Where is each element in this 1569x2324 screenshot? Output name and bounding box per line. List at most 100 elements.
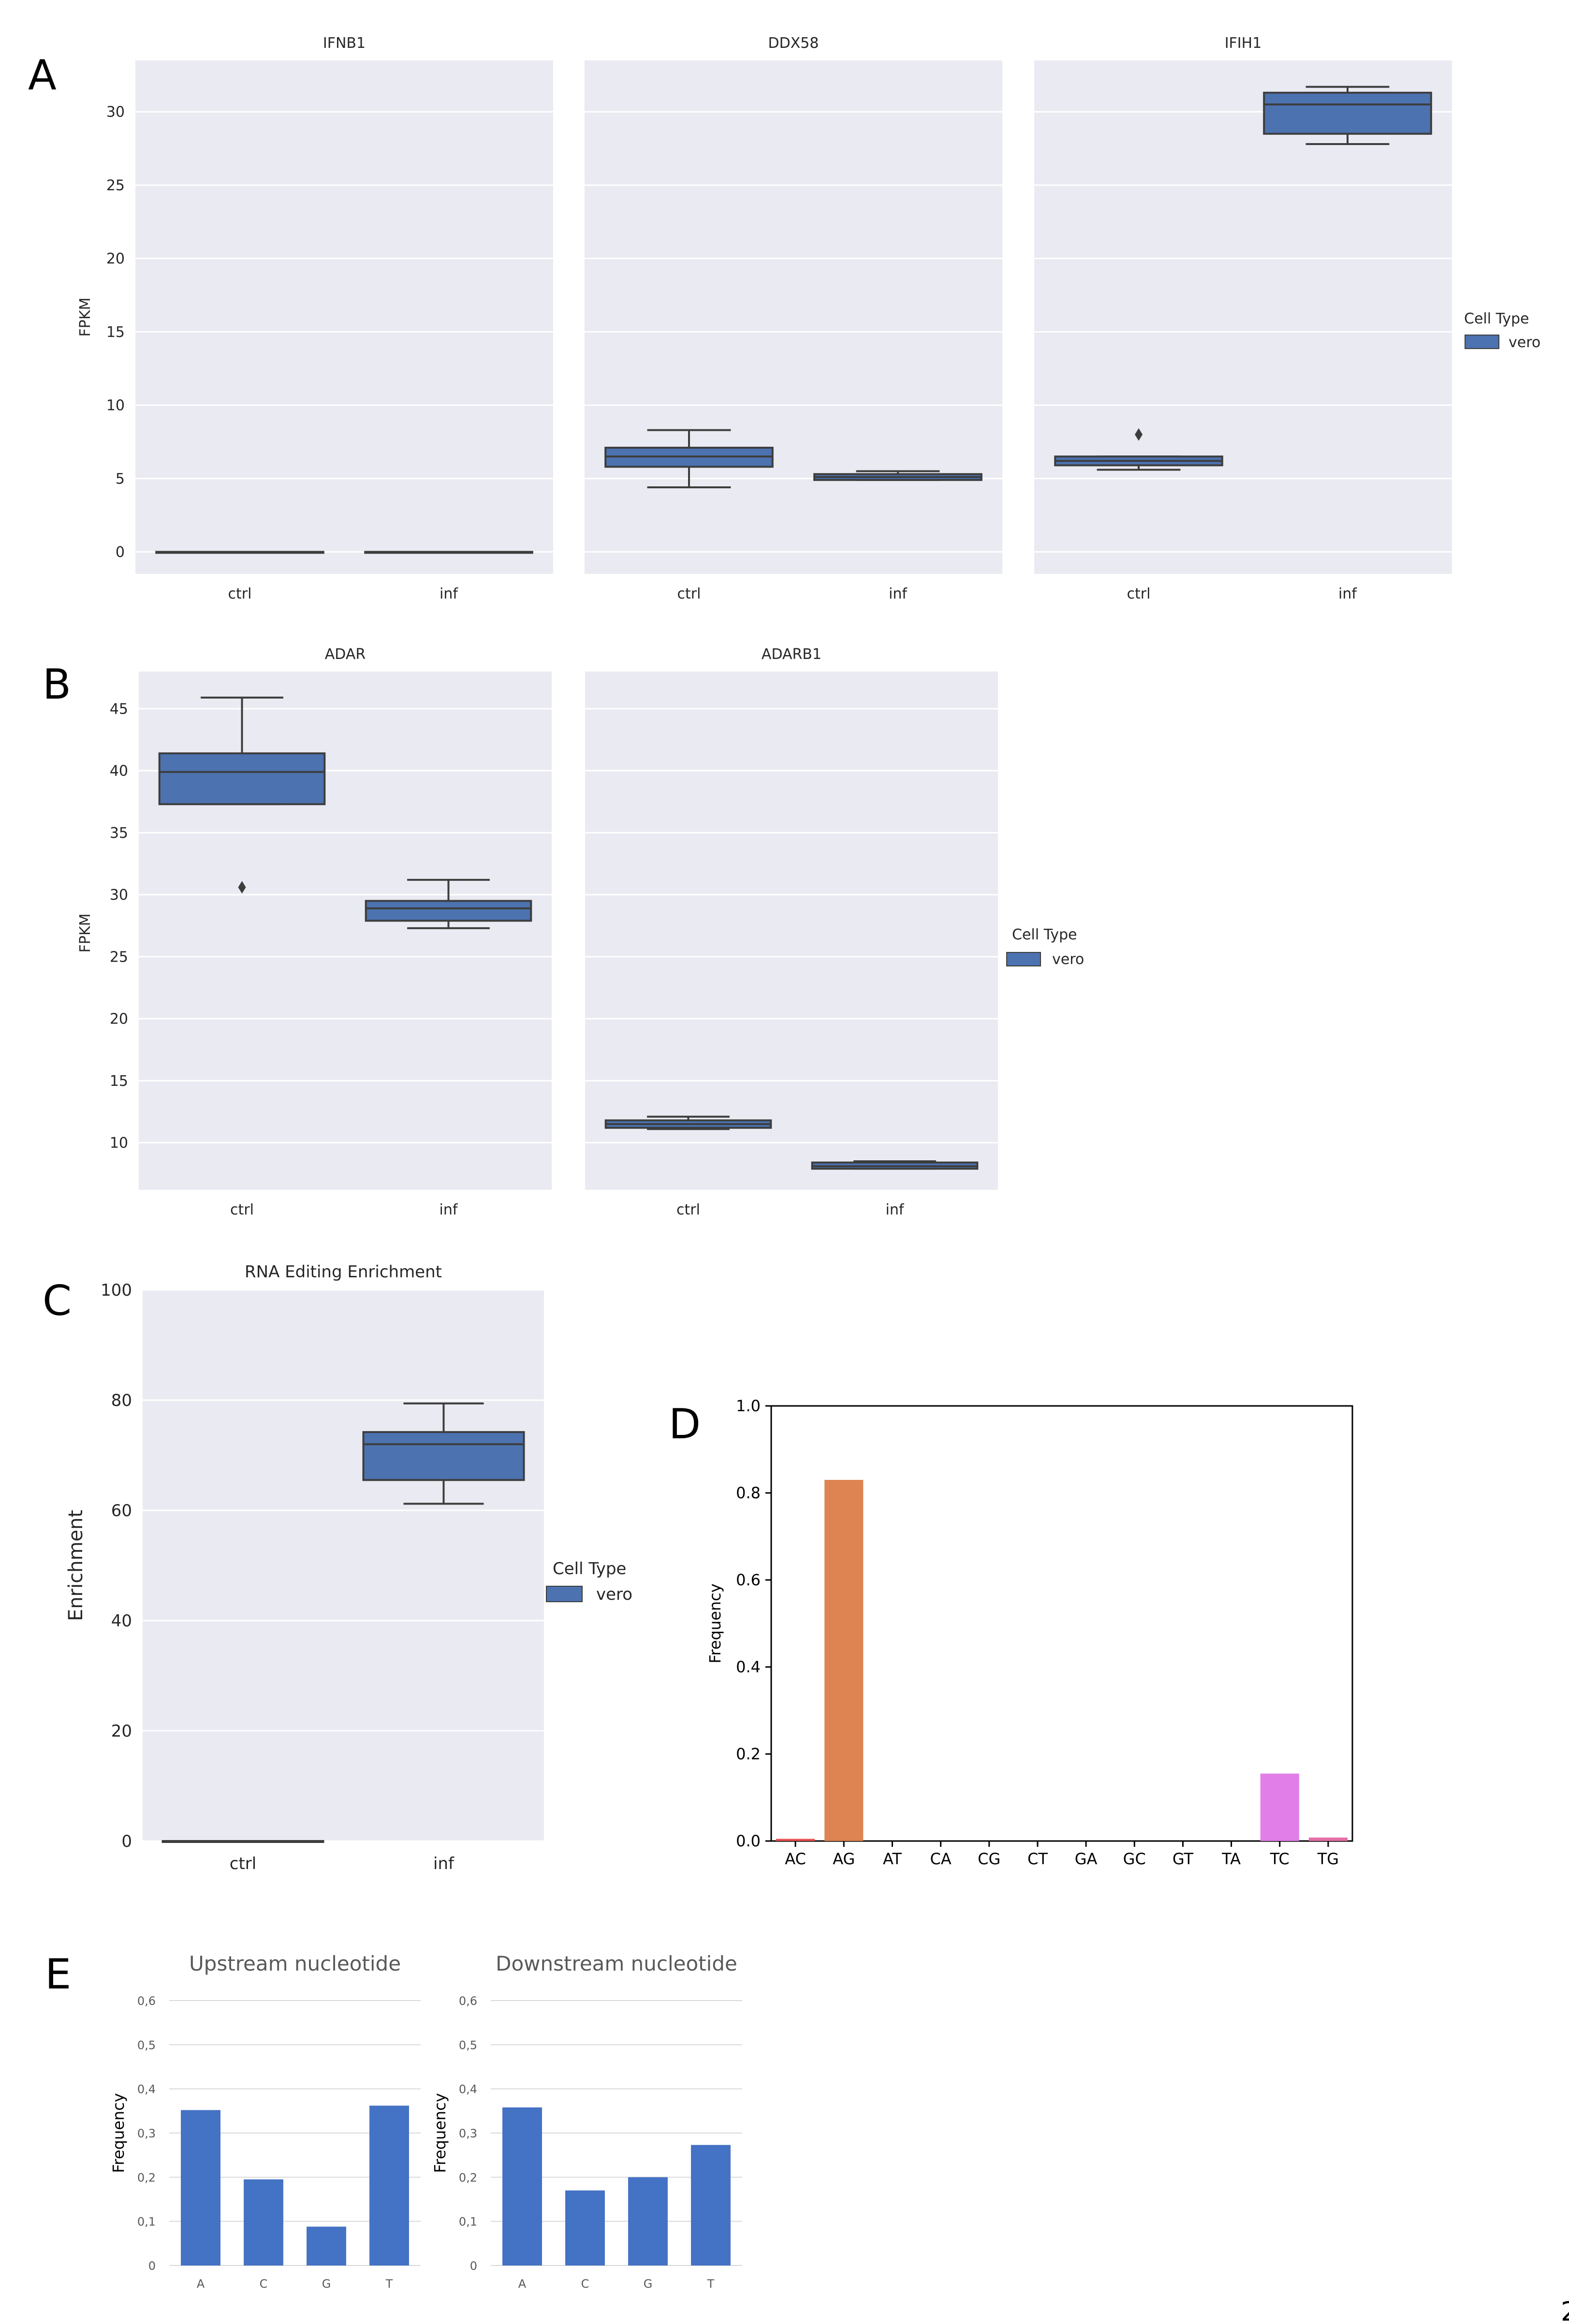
bar-t [369, 2105, 409, 2266]
y-tick-label: 40 [111, 1611, 132, 1631]
y-tick-label: 0,6 [459, 1994, 477, 2008]
bar-a [502, 2107, 542, 2266]
box-inf [813, 470, 982, 481]
y-tick-label: 0 [470, 2259, 477, 2273]
y-tick-label: 0.4 [736, 1658, 761, 1676]
facet-upstream: 0 0,1 0,2 0,3 0,4 0,5 0,6 Upstream nucleotide A C… [109, 1952, 421, 2291]
y-tick-label: 60 [111, 1501, 132, 1520]
legend-swatch [1006, 952, 1041, 966]
box-inf [364, 551, 533, 554]
bar-ag [824, 1480, 864, 1841]
bar-c [244, 2179, 283, 2266]
bar-tg [1308, 1837, 1348, 1841]
x-tick-label: CT [1027, 1850, 1048, 1868]
outlier-point [1135, 428, 1143, 441]
y-tick-label: 20 [106, 250, 125, 267]
y-tick-label: 25 [110, 949, 128, 965]
y-tick-label: 0,5 [137, 2038, 156, 2052]
box-ctrl [158, 696, 326, 894]
x-tick-label: inf [1338, 585, 1357, 602]
x-tick-label: inf [889, 585, 908, 602]
y-tick-label: 25 [106, 177, 125, 194]
facet-title: ADARB1 [762, 646, 821, 663]
bar-ac [776, 1839, 815, 1841]
box-inf [362, 1402, 525, 1505]
facet-title: Upstream nucleotide [189, 1952, 401, 1975]
y-axis-label: Frequency [706, 1583, 724, 1663]
y-tick-label: 1.0 [736, 1397, 761, 1415]
facet-title: IFIH1 [1225, 35, 1262, 52]
x-tick-label: TA [1221, 1850, 1241, 1868]
facet-title: DDX58 [768, 35, 819, 52]
y-tick-label: 0,1 [459, 2215, 477, 2229]
plot-area [139, 672, 552, 1190]
panel-d-chart: 0.0 0.2 0.4 0.6 0.8 1.0 AC AG AT CA CG CT GA GC GT TA TC… [706, 1397, 1353, 1868]
y-tick-label: 35 [110, 825, 128, 842]
plot-area [143, 1290, 544, 1841]
plot-area [135, 60, 553, 574]
y-tick-label: 0 [116, 544, 125, 561]
x-tick-label: CA [930, 1850, 951, 1868]
facet-title: IFNB1 [323, 35, 366, 52]
facet-title: RNA Editing Enrichment [245, 1262, 442, 1282]
page-number: 2 [1561, 2296, 1569, 2324]
y-tick-label: 0 [121, 1832, 132, 1851]
x-tick-label: inf [433, 1854, 455, 1873]
bar-c [565, 2190, 605, 2266]
facet-ifih1: IFIH1 ctrl inf [1034, 35, 1452, 602]
panel-b-chart: 10 15 20 25 30 35 40 45 ADAR ctrl inf ADARB1 ctrl inf… [77, 646, 998, 1218]
facet-adar: 10 15 20 25 30 35 40 45 ADAR ctrl inf [110, 646, 552, 1218]
x-tick-label: AG [833, 1850, 855, 1868]
box-inf [365, 878, 532, 929]
legend-title: Cell Type [553, 1559, 626, 1579]
x-tick-label: GT [1173, 1850, 1194, 1868]
x-tick-label: ctrl [1127, 585, 1151, 602]
facet-ifnb1: 0 5 10 15 20 25 30 IFNB1 ctrl inf [106, 35, 553, 602]
y-axis-label: Frequency [109, 2093, 128, 2173]
x-tick-label: ctrl [230, 1201, 254, 1218]
y-axis-label: FPKM [77, 914, 94, 953]
panel-letter-b: B [43, 660, 71, 709]
facet-title: Downstream nucleotide [496, 1952, 737, 1975]
legend-a: Cell Type vero [1464, 310, 1540, 351]
x-tick-label: A [518, 2277, 527, 2291]
x-tick-label: TG [1317, 1850, 1339, 1868]
box-ctrl [155, 551, 324, 554]
x-tick-label: inf [440, 585, 458, 602]
x-tick-label: inf [440, 1201, 458, 1218]
y-tick-label: 0,2 [137, 2171, 156, 2184]
x-tick-label: G [644, 2277, 653, 2291]
y-axis-label: FPKM [77, 298, 94, 337]
y-tick-label: 0.6 [736, 1571, 761, 1589]
y-tick-label: 0,3 [459, 2127, 477, 2140]
y-tick-label: 40 [110, 763, 128, 780]
legend-swatch [546, 1586, 583, 1602]
facet-adarb1: ADARB1 ctrl inf [585, 646, 998, 1218]
x-tick-label: TC [1270, 1850, 1290, 1868]
x-tick-label: C [260, 2277, 268, 2291]
bar-a [181, 2110, 220, 2266]
bar-g [628, 2177, 668, 2266]
y-tick-label: 10 [110, 1135, 128, 1152]
plot-area [585, 60, 1002, 574]
box-inf [811, 1160, 979, 1170]
panel-letter-e: E [45, 1950, 71, 1999]
y-tick-label: 100 [101, 1281, 132, 1300]
box-ctrl [1054, 428, 1223, 471]
legend-title: Cell Type [1464, 310, 1529, 327]
box-body [362, 1431, 525, 1481]
bar-g [307, 2226, 346, 2266]
x-tick-label: G [322, 2277, 331, 2291]
legend-label: vero [596, 1585, 632, 1604]
bar-t [691, 2145, 731, 2266]
y-tick-label: 15 [110, 1073, 128, 1090]
y-tick-label: 0,6 [137, 1994, 156, 2008]
box-body [1263, 91, 1432, 135]
panel-letter-d: D [669, 1400, 701, 1448]
y-tick-label: 30 [110, 887, 128, 904]
box-ctrl [604, 429, 774, 488]
x-tick-label: AT [883, 1850, 902, 1868]
y-tick-label: 20 [111, 1722, 132, 1741]
